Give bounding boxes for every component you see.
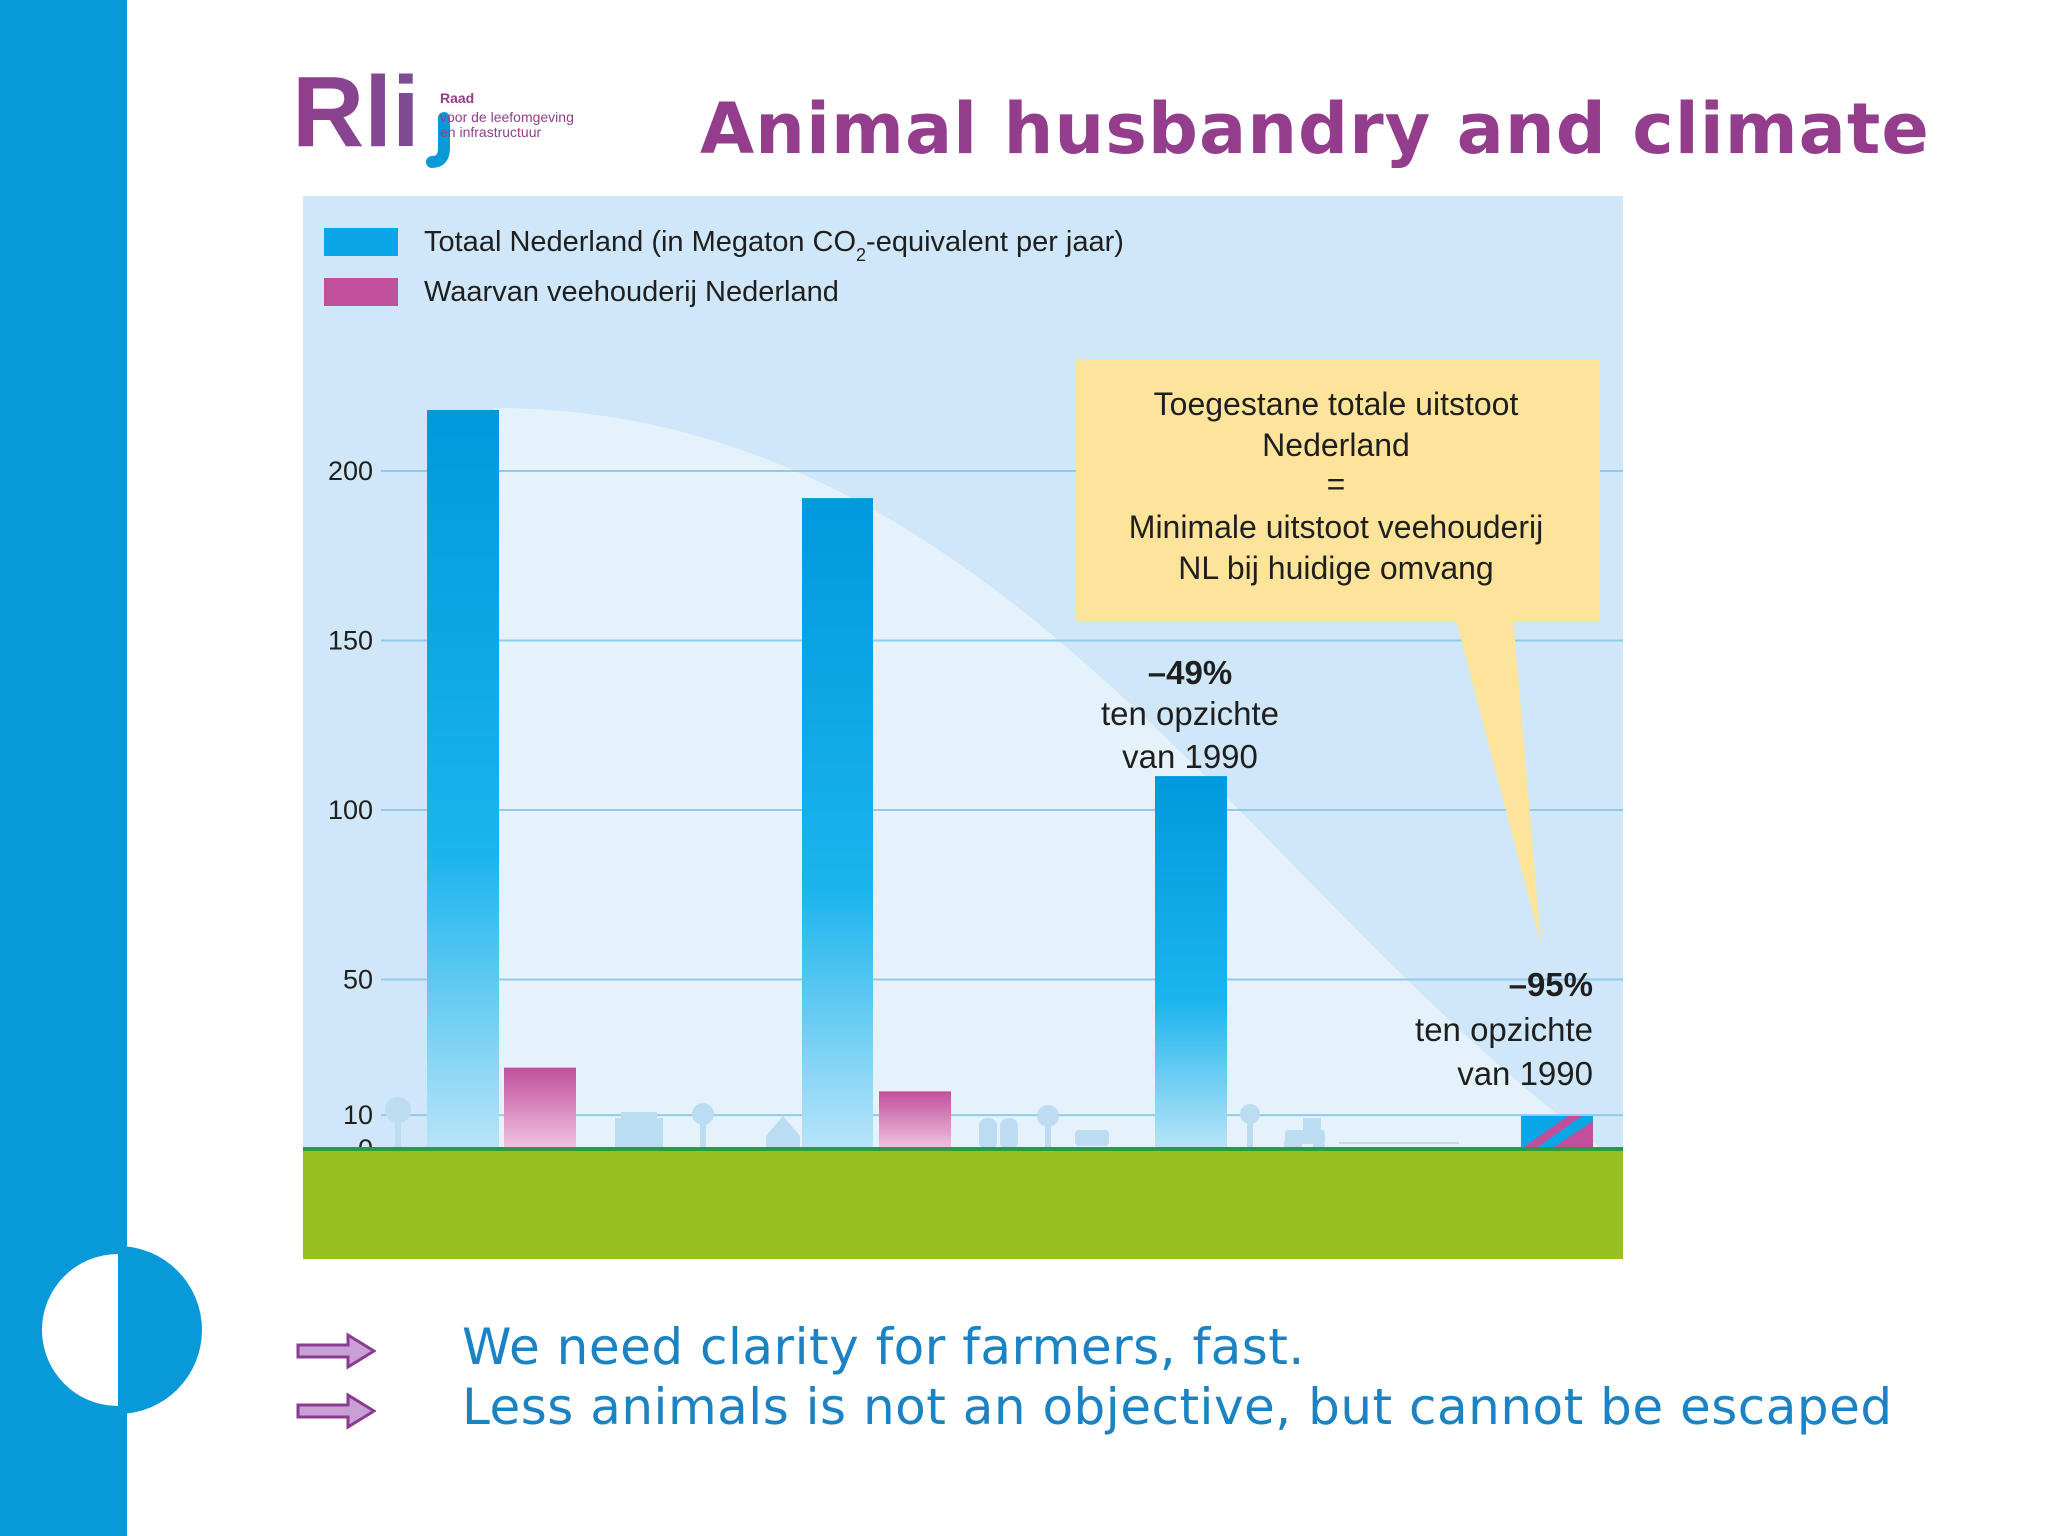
callout-line3: = [1327, 466, 1346, 502]
ground-line [303, 1147, 1623, 1151]
ground-strip [303, 1149, 1623, 1259]
bar-livestock-2050 [1521, 1116, 1593, 1149]
brand-disc-icon [34, 1246, 202, 1414]
annotation-2030-line1: ten opzichte [1101, 695, 1279, 732]
logo-mark: Rli [292, 56, 420, 168]
arrow-right-icon [296, 1392, 376, 1430]
annotation-2050-line1: ten opzichte [1415, 1011, 1593, 1048]
bullet-text: We need clarity for farmers, fast. [462, 1318, 1305, 1376]
bar-livestock-2015 [879, 1091, 951, 1149]
y-tick-label: 150 [328, 626, 373, 656]
logo-text-line1: Raad [440, 90, 474, 106]
bar-total-2015 [802, 498, 873, 1149]
callout-line1: Toegestane totale uitstoot [1154, 386, 1519, 422]
annotation-2050: –95% ten opzichte van 1990 [1415, 966, 1593, 1092]
annotation-2050-line2: van 1990 [1457, 1055, 1593, 1092]
bar-2050-projection [1521, 1116, 1593, 1149]
y-tick-label: 50 [343, 965, 373, 995]
pathway-band [493, 408, 1603, 1149]
annotation-2050-pct: –95% [1509, 966, 1593, 1003]
bar-total-1990 [427, 409, 499, 1149]
legend-swatch-total [324, 228, 398, 256]
y-tick-label: 200 [328, 456, 373, 486]
slide-title: Animal husbandry and climate [700, 88, 1930, 170]
legend-livestock-label: Waarvan veehouderij Nederland [424, 276, 839, 308]
annotation-2030-line2: van 1990 [1122, 738, 1258, 775]
y-tick-label: 100 [328, 795, 373, 825]
emissions-chart: 01050100150200 19902015Stand van zaken20… [303, 196, 1623, 1259]
legend-swatch-livestock [324, 278, 398, 306]
arrow-right-icon [296, 1332, 376, 1370]
callout-pointer [1455, 616, 1541, 944]
bar-livestock-1990 [504, 1067, 576, 1149]
callout-box [1076, 359, 1600, 621]
annotation-2030-pct: –49% [1148, 654, 1232, 691]
annotation-2030: –49% ten opzichte van 1990 [1101, 654, 1279, 775]
bullet-text: Less animals is not an objective, but ca… [462, 1378, 1893, 1436]
y-tick-label: 10 [343, 1100, 373, 1130]
callout-line2: Nederland [1262, 427, 1410, 463]
logo-text-line2: voor de leefomgeving [440, 109, 574, 125]
callout-line5: NL bij huidige omvang [1178, 550, 1493, 586]
callout-line4: Minimale uitstoot veehouderij [1129, 509, 1543, 545]
bar-total-2030 [1155, 776, 1227, 1149]
logo-text-line3: en infrastructuur [440, 124, 541, 140]
rli-logo: Rli Raad voor de leefomgeving en infrast… [292, 56, 574, 168]
callout: Toegestane totale uitstoot Nederland = M… [1076, 359, 1600, 944]
